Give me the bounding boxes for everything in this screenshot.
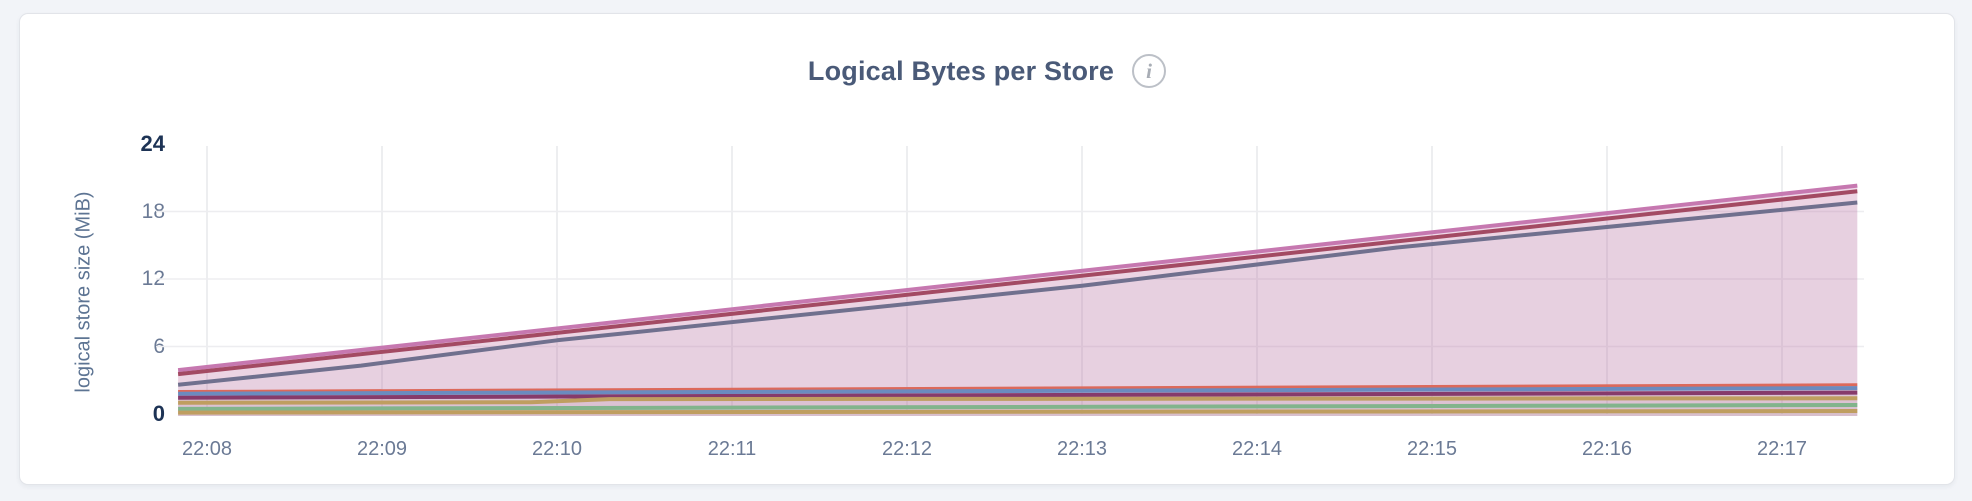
y-tick-24: 24 [140,131,165,156]
x-tick-2214: 22:14 [1231,438,1283,460]
store-line-9 [178,409,1858,415]
x-tick-2215: 22:15 [1406,438,1458,460]
store-line-7 [178,396,1858,405]
store-line-3 [177,200,1858,387]
y-tick-18: 18 [141,199,165,223]
x-tick-2216: 22:16 [1581,438,1633,460]
x-tick-2210: 22:10 [531,438,583,460]
chart-hover-region[interactable] [197,157,1883,429]
store-line-5 [178,386,1858,396]
y-tick-12: 12 [141,267,165,290]
x-tick-2212: 22:12 [881,438,933,460]
store-line-8 [178,403,1858,411]
store-line-6 [178,390,1858,400]
x-tick-2211: 22:11 [707,438,757,460]
x-tick-2217: 22:17 [1756,438,1808,460]
x-tick-2208: 22:08 [181,438,233,460]
store-line-4 [178,383,1858,393]
metric-card: Logical Bytes per Store i logical store … [19,13,1955,485]
store-line-2 [177,189,1858,377]
y-tick-0: 0 [152,401,165,426]
store-line-1 [177,183,1858,373]
x-tick-2209: 22:09 [356,438,408,460]
chart-header: Logical Bytes per Store i [20,54,1954,88]
info-icon[interactable]: i [1132,54,1167,88]
chart-title: Logical Bytes per Store [807,55,1115,86]
x-tick-2213: 22:13 [1056,438,1108,460]
